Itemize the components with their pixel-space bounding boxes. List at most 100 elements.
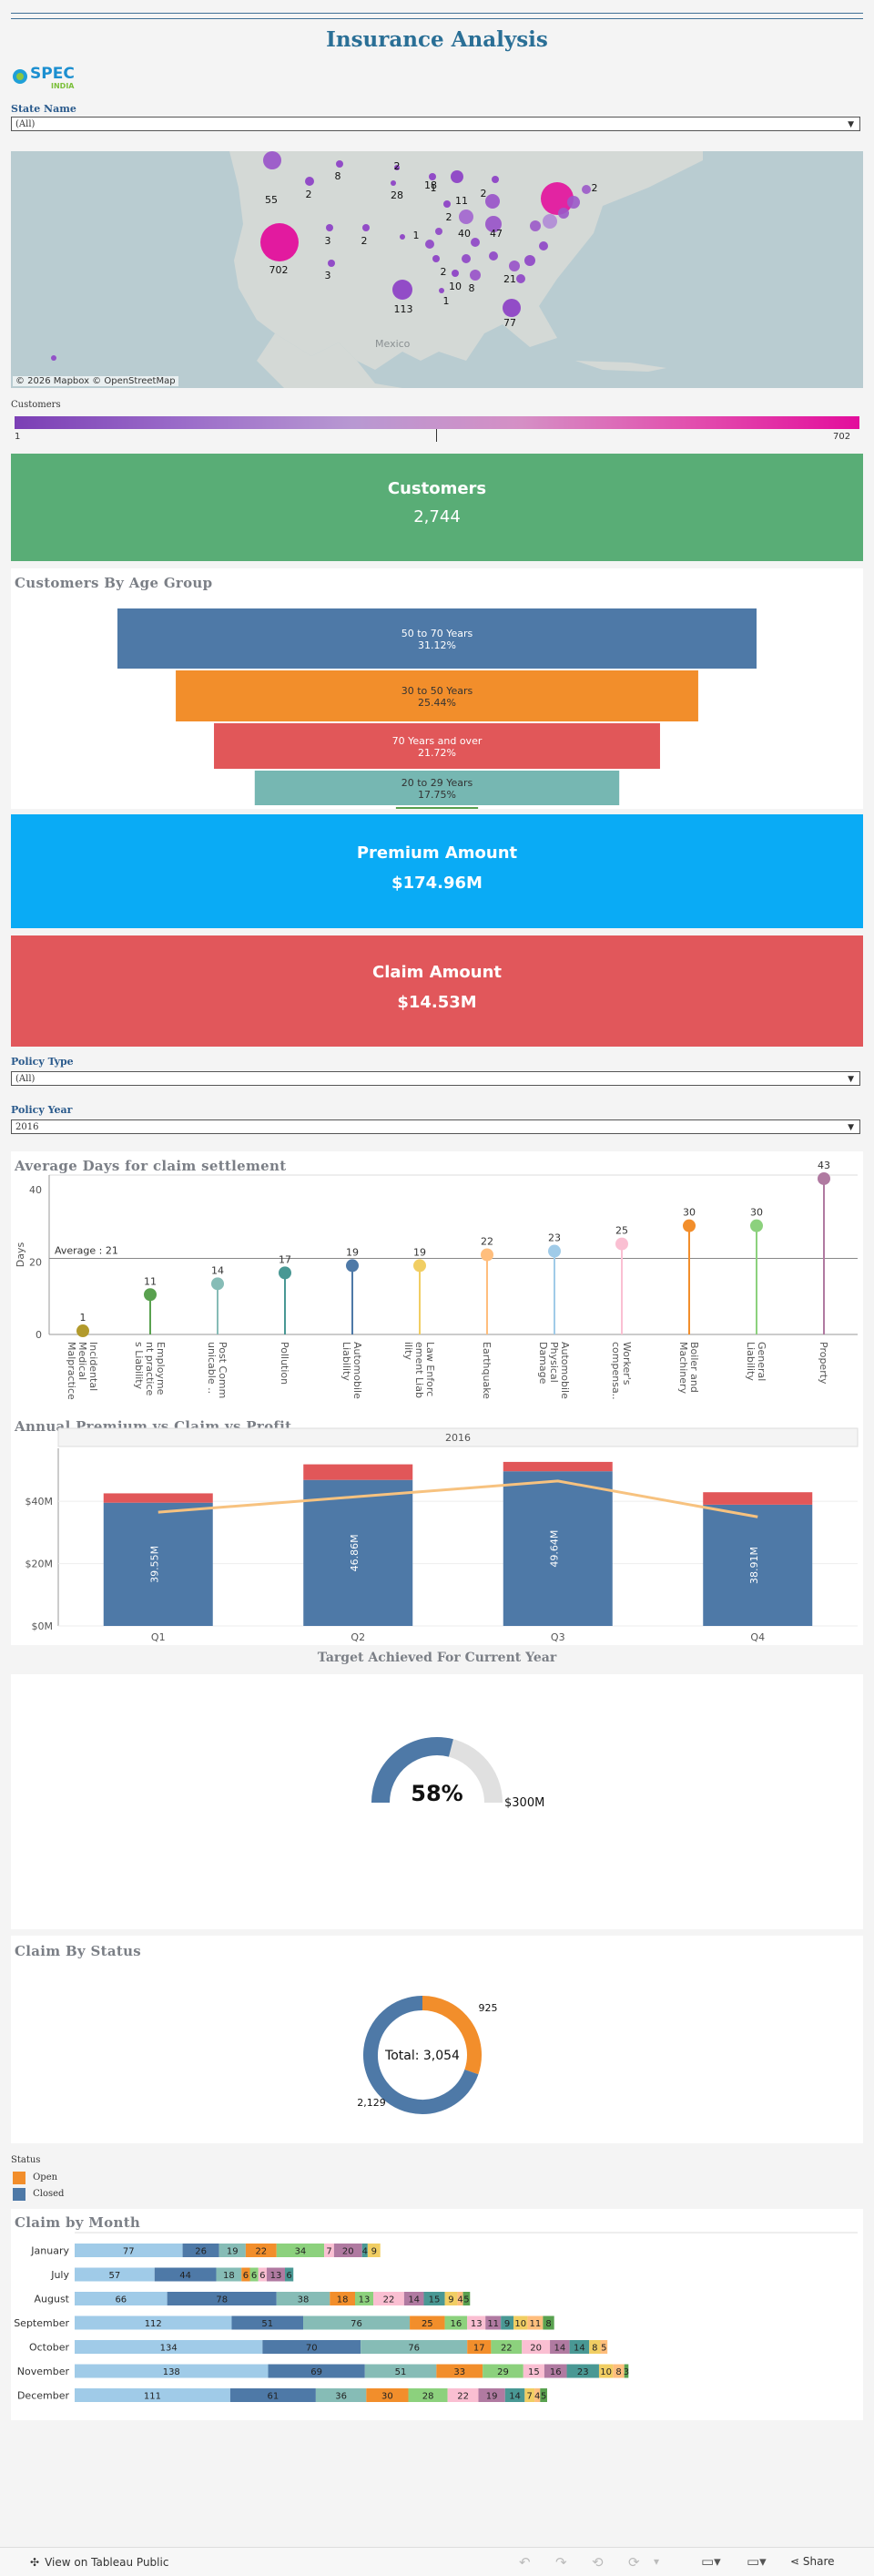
state-dropdown-value: (All)	[15, 119, 36, 129]
segment-label: 17	[473, 2344, 485, 2354]
stack-segment	[361, 2244, 368, 2257]
stack-segment	[457, 2292, 463, 2305]
row-label: December	[17, 2390, 70, 2402]
funnel-value: 25.44%	[418, 697, 456, 709]
map-bubble-label: 2	[441, 266, 447, 278]
state-dropdown[interactable]: (All) ▼	[11, 117, 860, 131]
map-bubble	[394, 165, 400, 170]
device-button[interactable]: ▭▾	[747, 2553, 767, 2570]
stack-segment	[285, 2267, 294, 2282]
segment-label: 20	[342, 2247, 354, 2257]
stack-segment	[491, 2340, 523, 2354]
pause-button[interactable]: ▾	[654, 2555, 660, 2568]
segment-label: 3	[624, 2367, 629, 2377]
segment-label: 15	[429, 2295, 441, 2305]
status-panel: Claim By Status Total: 3,054 925 2,129	[11, 1936, 863, 2143]
segment-label: 18	[223, 2271, 235, 2281]
redo-button[interactable]: ↷	[555, 2554, 567, 2571]
map-bubble-label: 2	[394, 160, 401, 172]
stack-segment	[355, 2292, 374, 2305]
lollipop-value: 30	[683, 1207, 696, 1219]
map-attribution: © 2026 Mapbox © OpenStreetMap	[13, 376, 178, 386]
map-bubble-label: 2	[446, 211, 452, 223]
lollipop-value: 17	[279, 1253, 291, 1265]
stack-segment	[403, 2292, 424, 2305]
stack-segment	[231, 2315, 304, 2330]
segment-label: 20	[530, 2344, 542, 2354]
map-bubble	[582, 185, 591, 194]
x-tick-label: Q1	[151, 1631, 166, 1643]
stack-segment	[229, 2388, 316, 2402]
annual-chart: 2016 $0M $20M $40M 39.55M Q1 46.86M Q2 49.64M Q3 3…	[25, 1427, 859, 1643]
x-tick-label: Worker'scompensa..	[610, 1342, 633, 1400]
stack-segment	[268, 2364, 365, 2378]
status-legend-closed[interactable]: Closed	[13, 2184, 64, 2201]
lollipop-dot	[279, 1266, 291, 1280]
premium-bar-label: 46.86M	[349, 1534, 361, 1571]
refresh-button[interactable]: ⟳	[628, 2554, 640, 2571]
stack-segment	[216, 2267, 242, 2282]
claim-bar	[503, 1461, 613, 1472]
map-bubble	[503, 299, 521, 317]
x-tick-label: Property	[818, 1342, 829, 1385]
premium-label: Premium Amount	[356, 843, 518, 863]
segment-label: 76	[351, 2319, 362, 2329]
month-panel: Claim by Month January 77 26 19 22 34 7 20 4 9 Jul…	[11, 2209, 863, 2420]
logo-subtext: INDIA	[51, 82, 75, 90]
undo-button[interactable]: ↶	[519, 2554, 531, 2571]
us-map[interactable]: Mexico 55 8 2 1 18 2 2 28 11 2 702 3 2 1 40 47 3 2 10 8 21 11…	[11, 151, 863, 388]
stack-segment	[364, 2364, 437, 2378]
map-bubble-label: 21	[503, 273, 516, 285]
stack-segment	[444, 2292, 458, 2305]
map-bubble-label: 2	[361, 235, 368, 247]
status-legend-open[interactable]: Open	[13, 2168, 58, 2184]
row-label: January	[30, 2245, 69, 2257]
segment-label: 14	[554, 2344, 565, 2354]
lollipop-dot	[413, 1259, 426, 1273]
policy-year-dropdown[interactable]: 2016 ▼	[11, 1119, 860, 1134]
donut-slice	[422, 1996, 482, 2075]
view-on-tableau-link[interactable]: ✣ View on Tableau Public	[30, 2556, 168, 2569]
policy-type-dropdown[interactable]: (All) ▼	[11, 1071, 860, 1086]
map-legend-marker	[436, 429, 437, 442]
map-bubble	[263, 151, 281, 169]
x-tick-label: Boiler andMachinery	[677, 1342, 700, 1395]
lollipop-value: 23	[548, 1232, 561, 1244]
stack-segment	[218, 2244, 246, 2257]
premium-value: $174.96M	[391, 874, 483, 893]
stack-segment	[315, 2388, 367, 2402]
map-bubble	[470, 270, 481, 281]
comment-button[interactable]: ▭▾	[701, 2553, 721, 2570]
lollipop-value: 19	[413, 1246, 426, 1258]
stack-segment	[478, 2388, 505, 2402]
map-bubble-label: 1	[413, 230, 420, 241]
target-panel: 58% $300M	[11, 1674, 863, 1929]
map-bubble-label: 2	[592, 182, 598, 194]
donut-value-open: 925	[479, 2002, 498, 2014]
segment-label: 16	[550, 2367, 562, 2377]
premium-bar-label: 49.64M	[549, 1530, 561, 1568]
open-label: Open	[33, 2172, 58, 2182]
lollipop-value: 11	[144, 1275, 157, 1287]
stack-segment	[75, 2364, 269, 2378]
segment-label: 22	[501, 2344, 513, 2354]
map-bubble	[260, 223, 299, 261]
share-icon: ⋖	[790, 2555, 800, 2568]
lollipop-dot	[481, 1248, 493, 1262]
x-tick-label: Q4	[750, 1631, 765, 1643]
segment-label: 28	[422, 2392, 434, 2402]
revert-button[interactable]: ⟲	[592, 2554, 604, 2571]
segment-label: 6	[286, 2271, 291, 2281]
share-button[interactable]: ⋖ Share	[790, 2555, 835, 2568]
stack-segment	[544, 2364, 567, 2378]
stack-segment	[522, 2340, 551, 2354]
logo: SPEC INDIA	[11, 64, 93, 91]
map-bubble-label: 2	[481, 188, 487, 199]
stack-segment	[333, 2244, 362, 2257]
logo-text: SPEC	[30, 65, 75, 83]
top-border	[11, 13, 863, 19]
map-bubble	[539, 241, 548, 250]
map-bubble	[516, 274, 525, 283]
segment-label: 61	[268, 2392, 279, 2402]
